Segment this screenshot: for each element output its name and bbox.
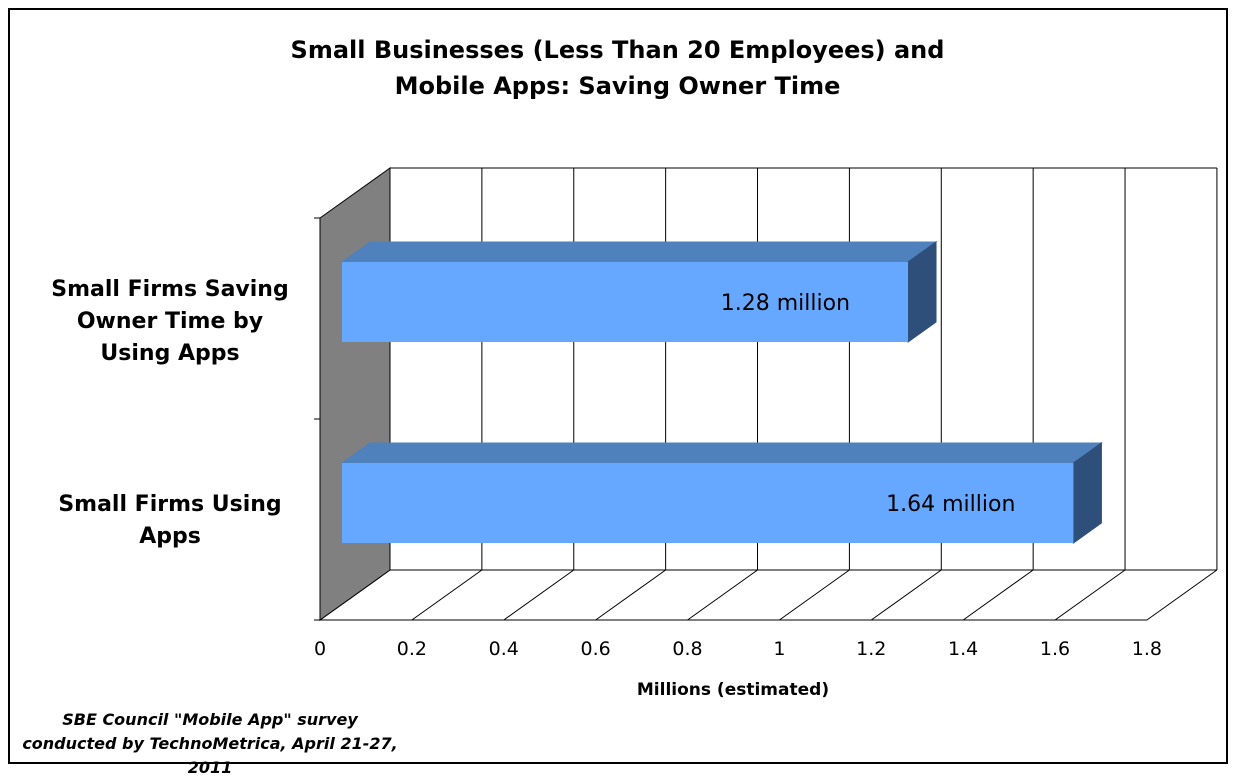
chart-title-line-1: Small Businesses (Less Than 20 Employees… [290,36,945,64]
x-axis-title: Millions (estimated) [637,680,829,700]
gridline-floor [1146,569,1218,621]
category-label-line: Small Firms Using [58,492,282,517]
category-label-using-apps: Small Firms Using Apps [20,489,320,553]
category-label-line: Using Apps [100,341,240,366]
data-label: 1.28 million [721,291,850,316]
data-label: 1.64 million [886,492,1015,517]
bar [342,262,909,342]
category-label-line: Small Firms Saving [51,277,289,302]
x-tick-label: 0.4 [489,638,519,660]
gridline-floor [779,569,850,621]
x-tick-label: 1.4 [948,638,978,660]
gridline-floor [687,569,758,621]
category-label-line: Apps [139,524,201,549]
x-tick-label: 0.2 [397,638,427,660]
x-tick-label: 0 [314,638,326,660]
x-tick-label: 1.6 [1040,638,1070,660]
category-label-line: Owner Time by [76,309,264,334]
chart-frame [8,8,1228,764]
footnote-line-1: SBE Council "Mobile App" survey [62,710,358,729]
bar [342,463,1074,543]
x-tick-label: 0.8 [672,638,702,660]
gridline-floor [411,569,483,621]
category-label-saving-time: Small Firms Saving Owner Time by Using A… [20,274,320,370]
x-tick-label: 1.8 [1132,638,1162,660]
bar-top-face [340,442,1103,464]
gridline-floor [1054,569,1126,621]
chart-title-line-2: Mobile Apps: Saving Owner Time [394,72,841,100]
x-tick-label: 0.6 [581,638,611,660]
x-tick-label: 1 [773,638,785,660]
side-wall [319,167,391,621]
bar-top-face [340,241,938,263]
gridline-floor [962,569,1034,621]
gridline-floor [870,569,942,621]
gridline-floor [595,569,666,621]
x-tick-label: 1.2 [856,638,886,660]
gridline-floor [503,569,575,621]
